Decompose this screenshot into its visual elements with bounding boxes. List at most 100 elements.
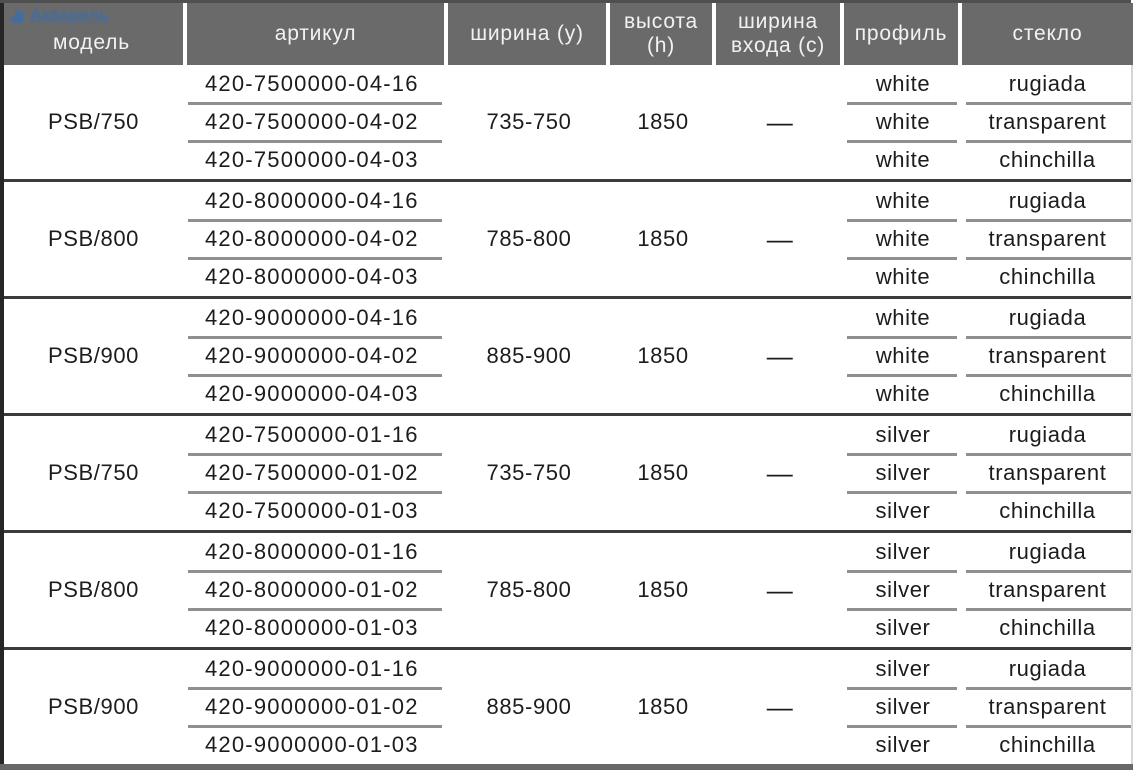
block-divider <box>0 296 1133 299</box>
glass-cell: chinchilla <box>999 381 1096 406</box>
header-profile: профиль <box>844 3 962 65</box>
profile-cell: silver <box>875 732 931 757</box>
table-top-border <box>0 0 1131 3</box>
model-cell: PSB/800 <box>47 226 140 251</box>
model-cell: PSB/750 <box>47 460 140 485</box>
height-cell: 1850 <box>637 226 689 251</box>
table-right-border <box>1131 65 1133 764</box>
profile-cell: silver <box>875 615 931 640</box>
glass-cell: rugiada <box>962 65 1133 105</box>
height-cell: 1850 <box>637 343 689 368</box>
table-row-group-psb800-white: PSB/800 420-8000000-04-16 420-8000000-04… <box>0 182 1133 296</box>
profile-cell: white <box>844 337 962 377</box>
article-cell: 420-7500000-04-16 <box>187 65 448 105</box>
entry-width-cell: — <box>766 574 794 605</box>
glass-cell: transparent <box>962 103 1133 143</box>
header-glass: стекло <box>962 3 1133 65</box>
entry-width-cell: — <box>766 223 794 254</box>
article-cell: 420-7500000-01-02 <box>187 454 448 494</box>
profile-cell: white <box>875 147 931 172</box>
width-cell: 785-800 <box>486 226 572 251</box>
article-cell: 420-8000000-01-16 <box>187 533 448 573</box>
header-entry-width: ширина входа (c) <box>716 3 844 65</box>
article-cell: 420-7500000-01-03 <box>205 498 419 523</box>
glass-cell: chinchilla <box>999 732 1096 757</box>
profile-cell: silver <box>844 416 962 456</box>
width-cell: 885-900 <box>486 694 572 719</box>
table-left-border <box>0 3 4 769</box>
profile-cell: white <box>844 103 962 143</box>
glass-cell: rugiada <box>962 533 1133 573</box>
article-cell: 420-9000000-04-03 <box>205 381 419 406</box>
profile-cell: white <box>844 299 962 339</box>
article-cell: 420-9000000-04-02 <box>187 337 448 377</box>
block-divider <box>0 179 1133 182</box>
glass-cell: transparent <box>962 571 1133 611</box>
glass-cell: chinchilla <box>999 615 1096 640</box>
article-cell: 420-9000000-04-16 <box>187 299 448 339</box>
model-cell: PSB/800 <box>47 577 140 602</box>
glass-cell: chinchilla <box>999 147 1096 172</box>
glass-cell: rugiada <box>962 182 1133 222</box>
profile-cell: white <box>844 182 962 222</box>
table-row-group-psb750-silver: PSB/750 420-7500000-01-16 420-7500000-01… <box>0 416 1133 530</box>
article-cell: 420-7500000-04-02 <box>187 103 448 143</box>
article-cell: 420-8000000-04-02 <box>187 220 448 260</box>
glass-cell: rugiada <box>962 416 1133 456</box>
height-cell: 1850 <box>637 577 689 602</box>
profile-cell: white <box>875 264 931 289</box>
glass-cell: transparent <box>962 337 1133 377</box>
table-header-row: модель артикул ширина (y) высота (h) шир… <box>0 3 1133 65</box>
width-cell: 735-750 <box>486 109 572 134</box>
profile-cell: silver <box>844 454 962 494</box>
width-cell: 885-900 <box>486 343 572 368</box>
glass-cell: chinchilla <box>999 264 1096 289</box>
logo-text: Акварель <box>30 7 110 24</box>
profile-cell: silver <box>844 650 962 690</box>
profile-cell: silver <box>844 571 962 611</box>
height-cell: 1850 <box>637 109 689 134</box>
header-height: высота (h) <box>610 3 716 65</box>
glass-cell: transparent <box>962 454 1133 494</box>
height-cell: 1850 <box>637 694 689 719</box>
glass-cell: chinchilla <box>999 498 1096 523</box>
logo-watermark[interactable]: Акварель <box>10 7 109 25</box>
article-cell: 420-7500000-04-03 <box>205 147 419 172</box>
article-cell: 420-8000000-04-03 <box>205 264 419 289</box>
table-body: PSB/750 420-7500000-04-16 420-7500000-04… <box>0 65 1133 764</box>
entry-width-cell: — <box>766 106 794 137</box>
entry-width-cell: — <box>766 457 794 488</box>
table-row-group-psb750-white: PSB/750 420-7500000-04-16 420-7500000-04… <box>0 65 1133 179</box>
table-row-group-psb900-silver: PSB/900 420-9000000-01-16 420-9000000-01… <box>0 650 1133 764</box>
glass-cell: rugiada <box>962 299 1133 339</box>
model-cell: PSB/900 <box>47 343 140 368</box>
width-cell: 785-800 <box>486 577 572 602</box>
entry-width-cell: — <box>766 691 794 722</box>
profile-cell: white <box>844 220 962 260</box>
block-divider <box>0 413 1133 416</box>
block-divider <box>0 530 1133 533</box>
profile-cell: silver <box>844 688 962 728</box>
profile-cell: silver <box>875 498 931 523</box>
model-cell: PSB/900 <box>47 694 140 719</box>
glass-cell: transparent <box>962 220 1133 260</box>
header-width: ширина (y) <box>448 3 610 65</box>
glass-cell: transparent <box>962 688 1133 728</box>
bird-icon <box>10 9 25 23</box>
profile-cell: white <box>844 65 962 105</box>
table-row-group-psb900-white: PSB/900 420-9000000-04-16 420-9000000-04… <box>0 299 1133 413</box>
profile-cell: white <box>875 381 931 406</box>
header-article: артикул <box>187 3 448 65</box>
article-cell: 420-9000000-01-16 <box>187 650 448 690</box>
height-cell: 1850 <box>637 460 689 485</box>
article-cell: 420-8000000-01-02 <box>187 571 448 611</box>
table-bottom-border <box>0 764 1133 770</box>
model-cell: PSB/750 <box>47 109 140 134</box>
article-cell: 420-9000000-01-02 <box>187 688 448 728</box>
article-cell: 420-8000000-04-16 <box>187 182 448 222</box>
article-cell: 420-7500000-01-16 <box>187 416 448 456</box>
block-divider <box>0 647 1133 650</box>
article-cell: 420-9000000-01-03 <box>205 732 419 757</box>
table-row-group-psb800-silver: PSB/800 420-8000000-01-16 420-8000000-01… <box>0 533 1133 647</box>
